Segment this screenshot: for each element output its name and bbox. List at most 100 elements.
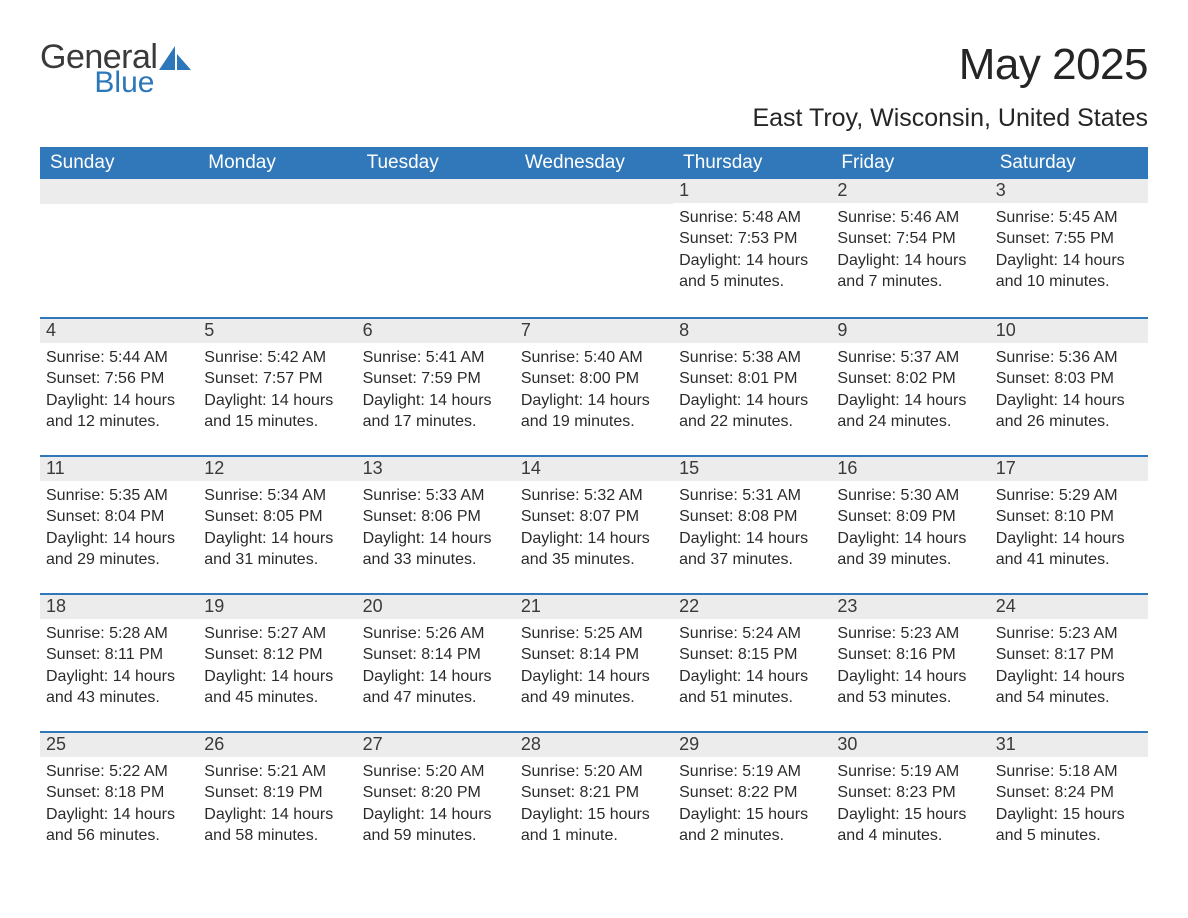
sunset-line: Sunset: 8:11 PM bbox=[46, 644, 192, 666]
daylight-line: Daylight: 14 hours and 53 minutes. bbox=[837, 666, 983, 709]
sunrise-line: Sunrise: 5:20 AM bbox=[363, 761, 509, 783]
day-details: Sunrise: 5:36 AMSunset: 8:03 PMDaylight:… bbox=[990, 343, 1148, 433]
day-details: Sunrise: 5:23 AMSunset: 8:16 PMDaylight:… bbox=[831, 619, 989, 709]
sunset-line: Sunset: 8:17 PM bbox=[996, 644, 1142, 666]
calendar-day bbox=[515, 179, 673, 317]
location: East Troy, Wisconsin, United States bbox=[752, 104, 1148, 133]
sunset-line: Sunset: 8:18 PM bbox=[46, 782, 192, 804]
daylight-line: Daylight: 14 hours and 43 minutes. bbox=[46, 666, 192, 709]
day-number: 18 bbox=[40, 593, 198, 619]
calendar-day: 9Sunrise: 5:37 AMSunset: 8:02 PMDaylight… bbox=[831, 317, 989, 455]
calendar-header: Sunday Monday Tuesday Wednesday Thursday… bbox=[40, 147, 1148, 179]
sunset-line: Sunset: 8:09 PM bbox=[837, 506, 983, 528]
calendar-day: 5Sunrise: 5:42 AMSunset: 7:57 PMDaylight… bbox=[198, 317, 356, 455]
calendar-day: 27Sunrise: 5:20 AMSunset: 8:20 PMDayligh… bbox=[357, 731, 515, 851]
sunset-line: Sunset: 8:07 PM bbox=[521, 506, 667, 528]
day-details: Sunrise: 5:22 AMSunset: 8:18 PMDaylight:… bbox=[40, 757, 198, 847]
sunset-line: Sunset: 8:04 PM bbox=[46, 506, 192, 528]
sunrise-line: Sunrise: 5:41 AM bbox=[363, 347, 509, 369]
sunrise-line: Sunrise: 5:34 AM bbox=[204, 485, 350, 507]
daylight-line: Daylight: 14 hours and 7 minutes. bbox=[837, 250, 983, 293]
sunrise-line: Sunrise: 5:25 AM bbox=[521, 623, 667, 645]
sunset-line: Sunset: 8:22 PM bbox=[679, 782, 825, 804]
day-details: Sunrise: 5:23 AMSunset: 8:17 PMDaylight:… bbox=[990, 619, 1148, 709]
calendar-week: 11Sunrise: 5:35 AMSunset: 8:04 PMDayligh… bbox=[40, 455, 1148, 593]
day-number: 2 bbox=[831, 179, 989, 203]
day-number: 6 bbox=[357, 317, 515, 343]
weekday-header: Sunday bbox=[40, 147, 198, 179]
day-details: Sunrise: 5:41 AMSunset: 7:59 PMDaylight:… bbox=[357, 343, 515, 433]
calendar-table: Sunday Monday Tuesday Wednesday Thursday… bbox=[40, 147, 1148, 851]
sunset-line: Sunset: 8:19 PM bbox=[204, 782, 350, 804]
calendar-day: 26Sunrise: 5:21 AMSunset: 8:19 PMDayligh… bbox=[198, 731, 356, 851]
day-number: 4 bbox=[40, 317, 198, 343]
sunrise-line: Sunrise: 5:23 AM bbox=[837, 623, 983, 645]
day-details: Sunrise: 5:33 AMSunset: 8:06 PMDaylight:… bbox=[357, 481, 515, 571]
weekday-header: Monday bbox=[198, 147, 356, 179]
day-number: 16 bbox=[831, 455, 989, 481]
sunrise-line: Sunrise: 5:31 AM bbox=[679, 485, 825, 507]
day-details: Sunrise: 5:32 AMSunset: 8:07 PMDaylight:… bbox=[515, 481, 673, 571]
sunset-line: Sunset: 8:02 PM bbox=[837, 368, 983, 390]
sunrise-line: Sunrise: 5:36 AM bbox=[996, 347, 1142, 369]
brand-logo: General Blue bbox=[40, 40, 193, 98]
sunrise-line: Sunrise: 5:44 AM bbox=[46, 347, 192, 369]
calendar-day: 8Sunrise: 5:38 AMSunset: 8:01 PMDaylight… bbox=[673, 317, 831, 455]
daylight-line: Daylight: 15 hours and 1 minute. bbox=[521, 804, 667, 847]
day-number: 15 bbox=[673, 455, 831, 481]
daylight-line: Daylight: 14 hours and 45 minutes. bbox=[204, 666, 350, 709]
daylight-line: Daylight: 14 hours and 56 minutes. bbox=[46, 804, 192, 847]
day-number: 28 bbox=[515, 731, 673, 757]
day-details: Sunrise: 5:19 AMSunset: 8:22 PMDaylight:… bbox=[673, 757, 831, 847]
day-details: Sunrise: 5:38 AMSunset: 8:01 PMDaylight:… bbox=[673, 343, 831, 433]
daylight-line: Daylight: 14 hours and 24 minutes. bbox=[837, 390, 983, 433]
day-number: 10 bbox=[990, 317, 1148, 343]
calendar-day: 31Sunrise: 5:18 AMSunset: 8:24 PMDayligh… bbox=[990, 731, 1148, 851]
daylight-line: Daylight: 14 hours and 22 minutes. bbox=[679, 390, 825, 433]
day-details: Sunrise: 5:40 AMSunset: 8:00 PMDaylight:… bbox=[515, 343, 673, 433]
day-number: 24 bbox=[990, 593, 1148, 619]
calendar-day: 28Sunrise: 5:20 AMSunset: 8:21 PMDayligh… bbox=[515, 731, 673, 851]
daylight-line: Daylight: 14 hours and 33 minutes. bbox=[363, 528, 509, 571]
calendar-body: 1Sunrise: 5:48 AMSunset: 7:53 PMDaylight… bbox=[40, 179, 1148, 851]
month-title: May 2025 bbox=[752, 40, 1148, 90]
sunrise-line: Sunrise: 5:27 AM bbox=[204, 623, 350, 645]
calendar-day: 13Sunrise: 5:33 AMSunset: 8:06 PMDayligh… bbox=[357, 455, 515, 593]
sunset-line: Sunset: 8:08 PM bbox=[679, 506, 825, 528]
sunrise-line: Sunrise: 5:18 AM bbox=[996, 761, 1142, 783]
day-number-bar-empty bbox=[357, 179, 515, 204]
calendar-day: 11Sunrise: 5:35 AMSunset: 8:04 PMDayligh… bbox=[40, 455, 198, 593]
calendar-day: 7Sunrise: 5:40 AMSunset: 8:00 PMDaylight… bbox=[515, 317, 673, 455]
day-number: 5 bbox=[198, 317, 356, 343]
day-details: Sunrise: 5:48 AMSunset: 7:53 PMDaylight:… bbox=[673, 203, 831, 293]
sunset-line: Sunset: 7:54 PM bbox=[837, 228, 983, 250]
daylight-line: Daylight: 14 hours and 17 minutes. bbox=[363, 390, 509, 433]
sunset-line: Sunset: 7:55 PM bbox=[996, 228, 1142, 250]
day-details: Sunrise: 5:44 AMSunset: 7:56 PMDaylight:… bbox=[40, 343, 198, 433]
daylight-line: Daylight: 14 hours and 26 minutes. bbox=[996, 390, 1142, 433]
day-details: Sunrise: 5:45 AMSunset: 7:55 PMDaylight:… bbox=[990, 203, 1148, 293]
daylight-line: Daylight: 14 hours and 54 minutes. bbox=[996, 666, 1142, 709]
sunrise-line: Sunrise: 5:26 AM bbox=[363, 623, 509, 645]
sunrise-line: Sunrise: 5:29 AM bbox=[996, 485, 1142, 507]
sail-icon bbox=[159, 46, 193, 74]
daylight-line: Daylight: 14 hours and 47 minutes. bbox=[363, 666, 509, 709]
day-details: Sunrise: 5:34 AMSunset: 8:05 PMDaylight:… bbox=[198, 481, 356, 571]
day-number-bar-empty bbox=[198, 179, 356, 204]
day-number-bar-empty bbox=[40, 179, 198, 204]
title-block: May 2025 East Troy, Wisconsin, United St… bbox=[752, 40, 1148, 141]
day-number: 31 bbox=[990, 731, 1148, 757]
daylight-line: Daylight: 14 hours and 49 minutes. bbox=[521, 666, 667, 709]
daylight-line: Daylight: 14 hours and 35 minutes. bbox=[521, 528, 667, 571]
day-details: Sunrise: 5:35 AMSunset: 8:04 PMDaylight:… bbox=[40, 481, 198, 571]
daylight-line: Daylight: 14 hours and 59 minutes. bbox=[363, 804, 509, 847]
sunset-line: Sunset: 8:00 PM bbox=[521, 368, 667, 390]
day-number: 1 bbox=[673, 179, 831, 203]
daylight-line: Daylight: 15 hours and 5 minutes. bbox=[996, 804, 1142, 847]
day-number: 19 bbox=[198, 593, 356, 619]
calendar-day bbox=[40, 179, 198, 317]
day-number: 20 bbox=[357, 593, 515, 619]
day-number: 27 bbox=[357, 731, 515, 757]
weekday-header: Wednesday bbox=[515, 147, 673, 179]
calendar-day: 16Sunrise: 5:30 AMSunset: 8:09 PMDayligh… bbox=[831, 455, 989, 593]
